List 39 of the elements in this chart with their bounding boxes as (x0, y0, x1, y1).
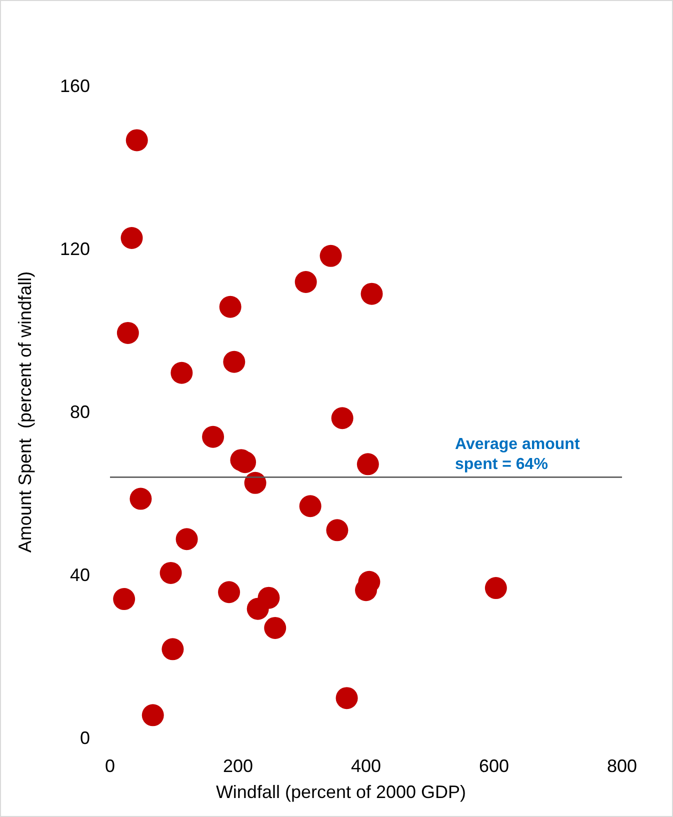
point (113, 588, 136, 610)
point (126, 129, 148, 152)
point (264, 616, 286, 639)
point (244, 472, 266, 494)
point (331, 407, 354, 430)
point (258, 586, 280, 609)
x-tick-label: 0 (104, 756, 116, 776)
point (294, 271, 317, 294)
point (218, 581, 240, 604)
point (360, 282, 383, 305)
point (142, 704, 164, 726)
point (160, 562, 182, 584)
point (162, 638, 184, 660)
point (176, 528, 198, 550)
point (202, 426, 224, 448)
point (130, 488, 152, 510)
point (336, 687, 358, 710)
ref-line-label: Average amount spent = 64% (455, 436, 580, 474)
y-tick-label: 0 (80, 728, 90, 748)
point (223, 350, 246, 373)
y-tick-label: 160 (60, 76, 90, 96)
x-tick-label: 400 (350, 756, 382, 776)
x-axis-title: Windfall (percent of 2000 GDP) (216, 782, 466, 802)
y-tick-label: 80 (70, 402, 90, 422)
y-axis-title: Amount Spent (percent of windfall) (15, 271, 35, 553)
point (219, 296, 242, 318)
y-tick-label: 120 (60, 239, 90, 259)
point (484, 577, 507, 600)
point (326, 519, 348, 542)
x-tick-label: 200 (222, 756, 254, 776)
point (116, 322, 139, 344)
x-tick-label: 600 (478, 756, 510, 776)
point (170, 362, 193, 384)
y-tick-label: 40 (70, 565, 90, 585)
point (299, 495, 322, 518)
point (120, 226, 143, 249)
x-tick-label: 800 (606, 756, 638, 776)
point (356, 453, 379, 476)
point (320, 244, 342, 267)
